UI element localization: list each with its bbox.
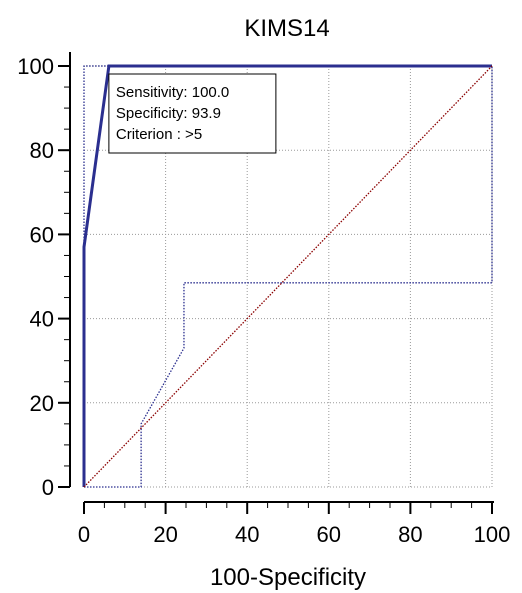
series-layer: [82, 64, 493, 488]
annotation-frame: [108, 73, 277, 154]
series-line-3: [84, 66, 493, 488]
x-tick-label: 40: [235, 522, 259, 547]
annotation-line: Sensitivity: 100.0: [116, 84, 229, 101]
axes: 0 20 40 60 80 100 0 20 40 60 80 100: [17, 52, 510, 547]
y-tick-label: 0: [42, 475, 54, 500]
x-tick-label: 100: [474, 522, 511, 547]
x-tick-label: 60: [317, 522, 341, 547]
y-tick-label: 80: [30, 138, 54, 163]
y-tick-label: 100: [17, 54, 54, 79]
x-tick-label: 20: [153, 522, 177, 547]
x-axis-title: 100-Specificity: [210, 564, 366, 591]
x-tick-label: 0: [78, 522, 90, 547]
y-tick-label: 60: [30, 222, 54, 247]
annotation-line: Criterion : >5: [116, 126, 202, 143]
series-line-2: [83, 65, 109, 487]
annotation-box: Sensitivity: 100.0 Specificity: 93.9 Crite…: [108, 73, 277, 154]
series-line-1: [82, 64, 492, 487]
y-tick-label: 20: [30, 391, 54, 416]
y-tick-label: 40: [30, 307, 54, 332]
annotation-line: Specificity: 93.9: [116, 105, 221, 122]
x-tick-label: 80: [398, 522, 422, 547]
chart-title: KIMS14: [244, 15, 329, 42]
